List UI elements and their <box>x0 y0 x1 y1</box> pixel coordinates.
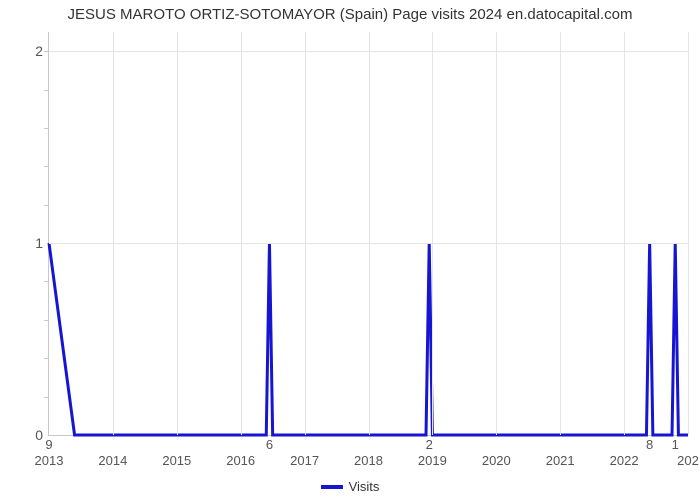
y-tick-label: 0 <box>35 427 43 443</box>
grid-v <box>560 32 561 435</box>
y-minor-tick <box>44 166 49 167</box>
grid-v <box>432 32 433 435</box>
y-minor-tick <box>44 205 49 206</box>
x-tick-label: 2022 <box>610 453 639 468</box>
y-minor-tick <box>44 320 49 321</box>
chart-legend: Visits <box>0 479 700 494</box>
x-tick-label: 2015 <box>162 453 191 468</box>
grid-v <box>305 32 306 435</box>
grid-v <box>113 32 114 435</box>
legend-label: Visits <box>349 479 380 494</box>
y-tick-label: 2 <box>35 43 43 59</box>
visits-chart: JESUS MAROTO ORTIZ-SOTOMAYOR (Spain) Pag… <box>0 0 700 500</box>
y-tick-label: 1 <box>35 235 43 251</box>
x-tick-label: 2014 <box>98 453 127 468</box>
grid-v <box>369 32 370 435</box>
y-minor-tick <box>44 90 49 91</box>
plot-area: 0122013201420152016201720182019202020212… <box>48 32 688 436</box>
x-top-number: 1 <box>672 437 679 452</box>
grid-v <box>496 32 497 435</box>
grid-v <box>177 32 178 435</box>
x-tick-label: 2020 <box>482 453 511 468</box>
y-minor-tick <box>44 397 49 398</box>
x-tick-label: 2018 <box>354 453 383 468</box>
x-top-number: 8 <box>646 437 653 452</box>
x-tick-label: 202 <box>677 453 699 468</box>
x-top-number: 6 <box>266 437 273 452</box>
y-minor-tick <box>44 128 49 129</box>
grid-h <box>49 51 688 52</box>
y-minor-tick <box>44 358 49 359</box>
grid-h <box>49 243 688 244</box>
x-top-number: 9 <box>45 437 52 452</box>
x-tick-label: 2017 <box>290 453 319 468</box>
x-tick-label: 2019 <box>418 453 447 468</box>
y-minor-tick <box>44 51 49 52</box>
chart-title: JESUS MAROTO ORTIZ-SOTOMAYOR (Spain) Pag… <box>0 6 700 23</box>
x-tick-label: 2016 <box>226 453 255 468</box>
x-tick-label: 2021 <box>546 453 575 468</box>
grid-v <box>241 32 242 435</box>
grid-v <box>624 32 625 435</box>
grid-v <box>688 32 689 435</box>
x-top-number: 2 <box>426 437 433 452</box>
y-minor-tick <box>44 281 49 282</box>
legend-swatch <box>321 485 343 489</box>
x-tick-label: 2013 <box>35 453 64 468</box>
